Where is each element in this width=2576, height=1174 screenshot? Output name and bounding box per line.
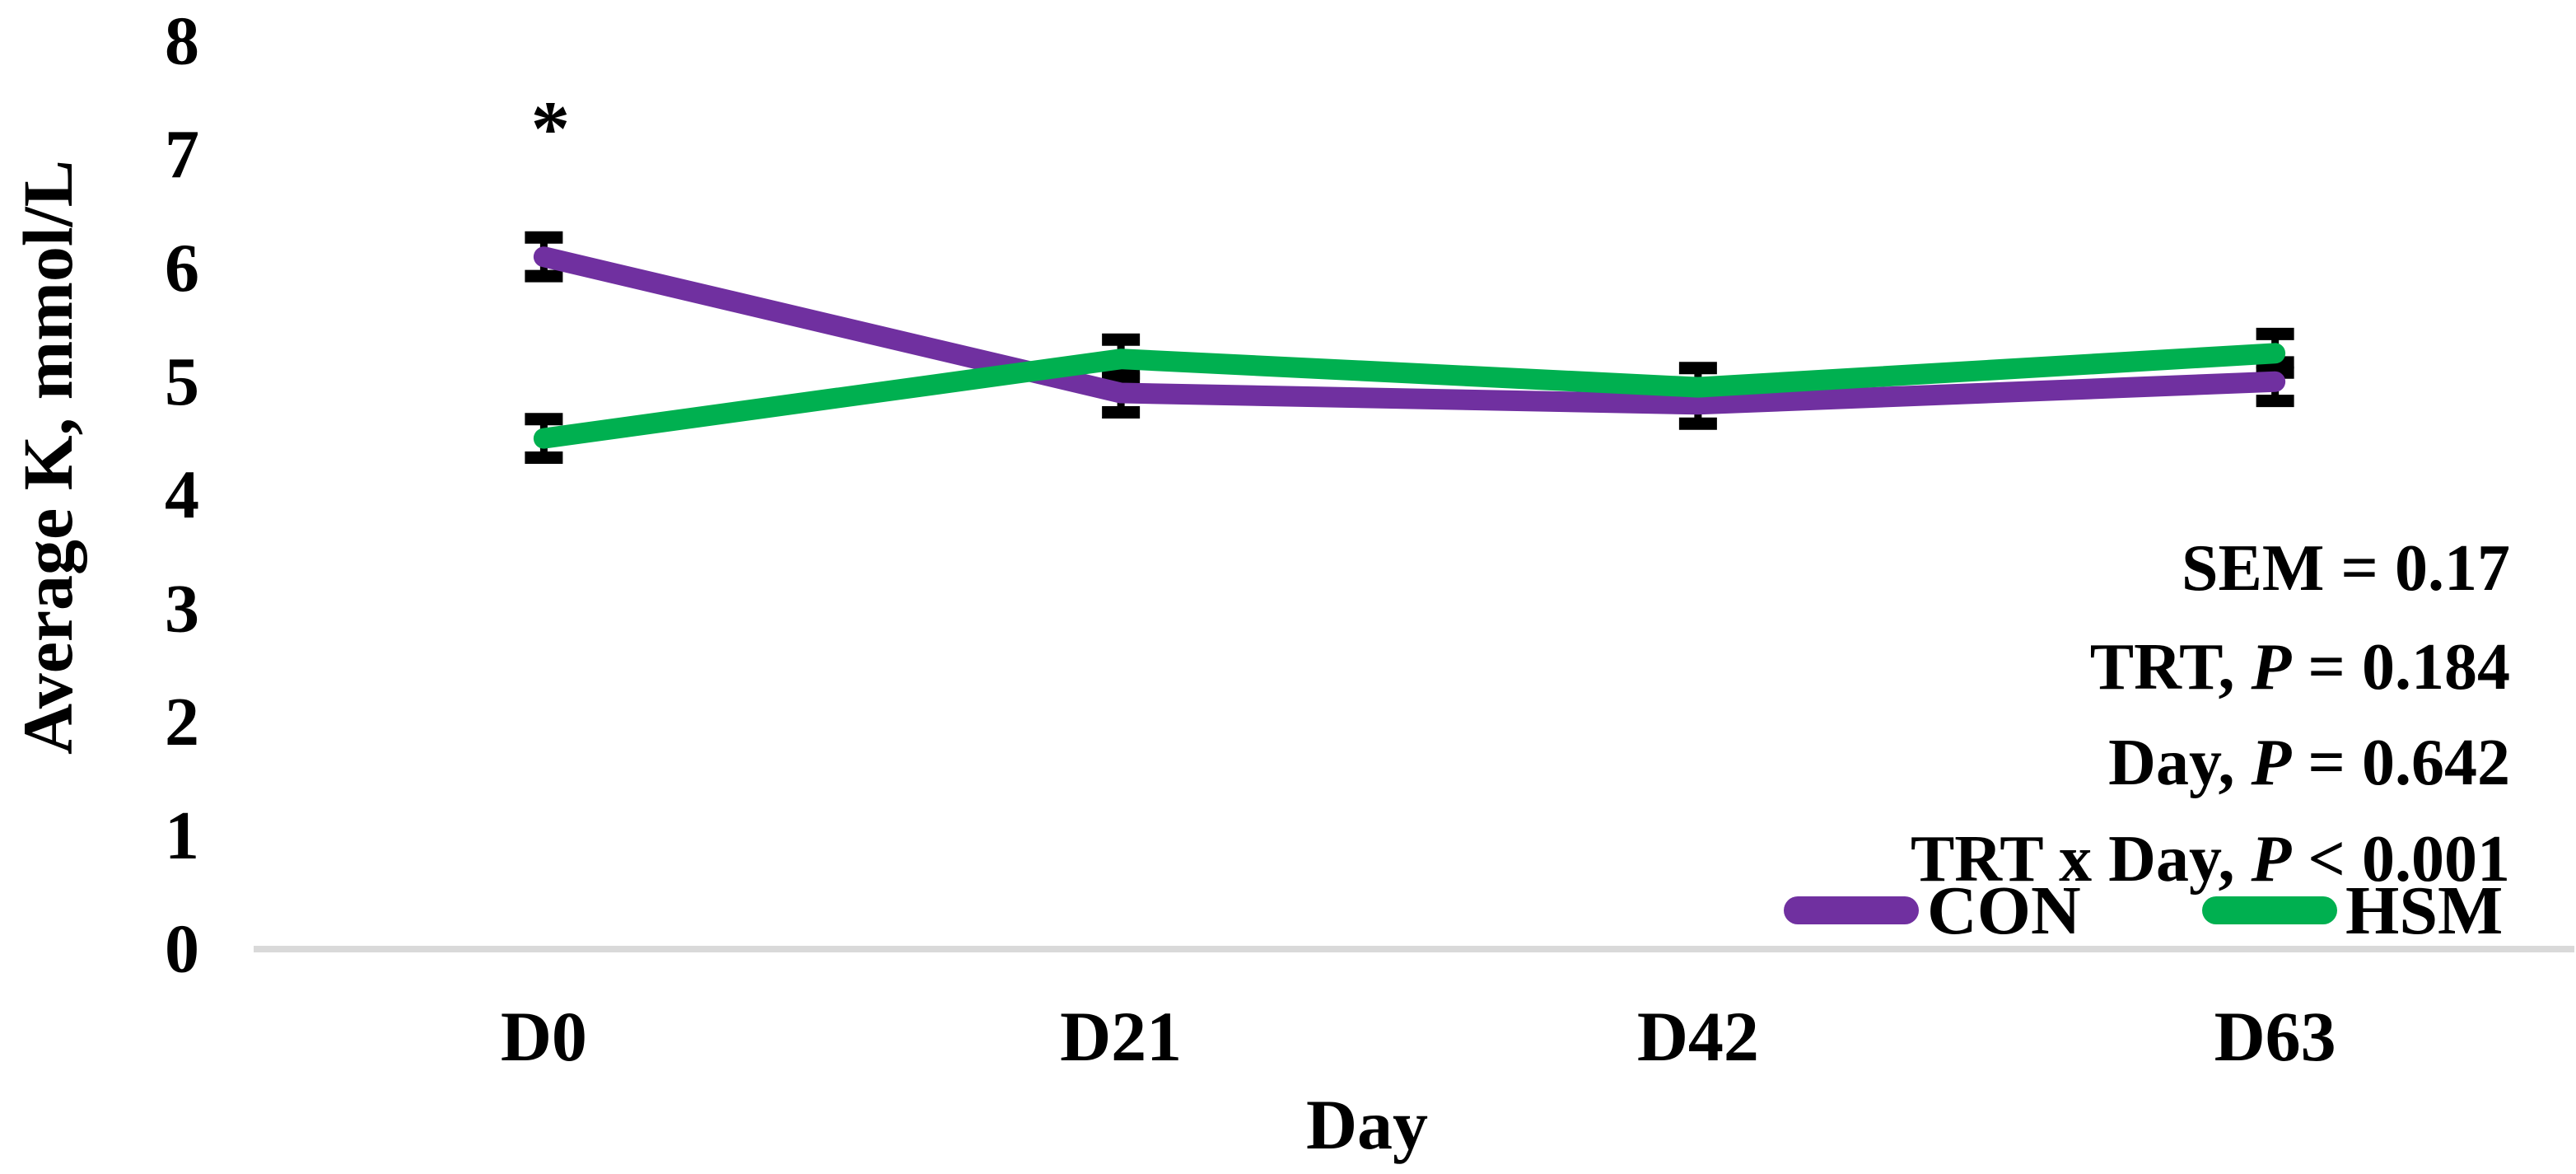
annotation-italic-p: P [2251, 631, 2292, 704]
x-tick-label-D0: D0 [501, 997, 587, 1076]
annotation-italic-p: P [2251, 823, 2292, 896]
y-axis-title: Average K, mmol/L [8, 159, 87, 755]
y-tick-label-0: 0 [165, 911, 199, 988]
y-tick-label-7: 7 [165, 116, 199, 193]
annotation-italic-p: P [2251, 727, 2292, 799]
y-tick-label-3: 3 [165, 570, 199, 647]
annotation-day: Day, P = 0.642 [2108, 728, 2510, 797]
y-tick-label-8: 8 [165, 3, 199, 80]
legend-item-hsm: HSM [2202, 869, 2503, 952]
annotation-text: TRT, [2089, 631, 2252, 704]
significance-asterisk: * [531, 85, 571, 172]
annotation-trt-x-day: TRT x Day, P < 0.001 [1911, 825, 2510, 894]
x-tick-label-D63: D63 [2214, 997, 2336, 1076]
con-line [533, 246, 2286, 415]
hsm-line [533, 343, 2286, 449]
annotation-trt: TRT, P = 0.184 [2090, 633, 2510, 702]
annotation-text: SEM = 0.17 [2182, 532, 2510, 605]
annotation-text: = 0.184 [2291, 631, 2510, 704]
annotation-sem: SEM = 0.17 [2182, 534, 2510, 603]
legend-label-hsm: HSM [2345, 872, 2504, 949]
legend-label-con: CON [1927, 872, 2081, 949]
y-tick-label-4: 4 [165, 457, 199, 534]
y-tick-label-6: 6 [165, 230, 199, 306]
y-tick-label-5: 5 [165, 344, 199, 420]
legend-item-con: CON [1784, 869, 2081, 952]
annotation-text: TRT x Day, [1910, 823, 2252, 896]
annotation-text: Day, [2108, 727, 2252, 799]
x-tick-label-D42: D42 [1637, 997, 1759, 1076]
x-axis-title: Day [1305, 1085, 1429, 1164]
hsm-line-swatch [2202, 896, 2337, 924]
annotation-text: = 0.642 [2291, 727, 2510, 799]
y-tick-label-2: 2 [165, 684, 199, 760]
con-line-swatch [1784, 896, 1919, 924]
y-tick-label-1: 1 [165, 797, 199, 874]
x-tick-label-D21: D21 [1060, 997, 1182, 1076]
annotation-text: < 0.001 [2291, 823, 2510, 896]
